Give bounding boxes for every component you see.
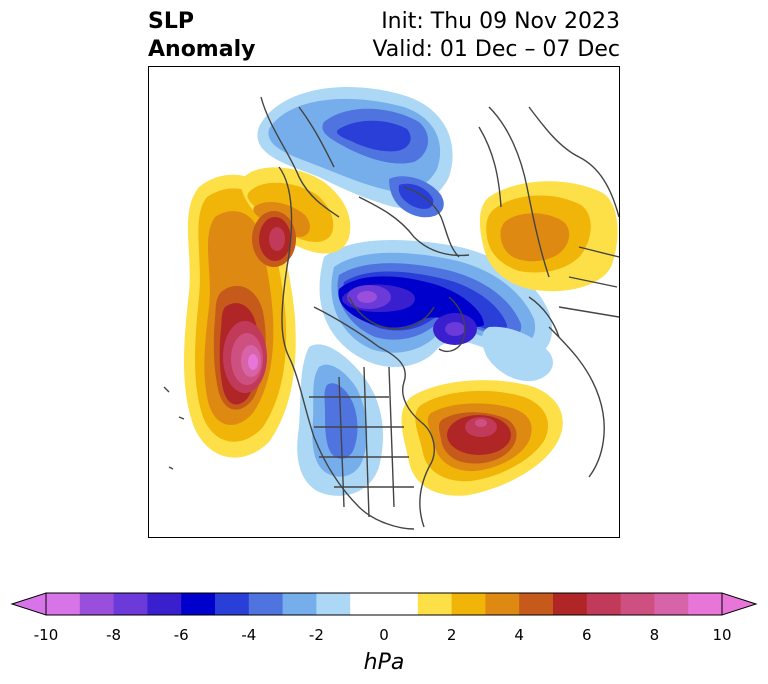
chart-title-right: Init: Thu 09 Nov 2023 Valid: 01 Dec – 07… [372, 8, 620, 64]
colorbar-tick-label: 8 [649, 626, 660, 644]
colorbar-tick-label: 10 [712, 626, 732, 644]
colorbar-tick-label: -4 [241, 626, 257, 644]
colorbar-segment [620, 593, 655, 615]
colorbar-segment [316, 593, 351, 615]
colorbar-segment [451, 593, 486, 615]
colorbar-tick-label: 4 [514, 626, 524, 644]
title-variable: SLP [148, 9, 194, 34]
low-anomaly-north-atlantic [257, 87, 453, 218]
colorbar-segment [46, 593, 81, 615]
title-init-date: Init: Thu 09 Nov 2023 [381, 9, 620, 34]
colorbar-segment [485, 593, 520, 615]
colorbar-segment [586, 593, 622, 615]
colorbar-tick-label: 6 [582, 626, 592, 644]
colorbar-segment [350, 593, 385, 615]
colorbar-units: hPa [363, 650, 405, 675]
colorbar-segment [384, 593, 419, 615]
colorbar-segment [519, 593, 554, 615]
colorbar-outline [45, 592, 723, 616]
colorbar-tick-label: -2 [308, 626, 324, 644]
colorbar-over-arrow [721, 592, 758, 616]
high-anomaly-alaska [241, 167, 351, 267]
colorbar-segment [113, 593, 148, 615]
map-panel [148, 66, 620, 538]
chart-title-left: SLP Anomaly [148, 8, 255, 64]
high-anomaly-europe [479, 181, 618, 292]
colorbar-tick-label: -10 [33, 626, 59, 644]
colorbar-segment [654, 593, 689, 615]
colorbar-segment [215, 593, 250, 615]
colorbar-segment [688, 593, 723, 615]
colorbar-segment [553, 593, 588, 615]
colorbar-scale [10, 592, 758, 616]
coastlines [163, 96, 619, 530]
colorbar-tick-label: 2 [446, 626, 457, 644]
colorbar: -10 -8 -6 -4 -2 0 2 4 6 8 10 hPa [0, 588, 768, 684]
colorbar-tick-label: -6 [173, 626, 189, 644]
high-anomaly-east-canada-atlantic [401, 380, 563, 496]
colorbar-tick-label: -8 [106, 626, 122, 644]
colorbar-segment [147, 593, 182, 615]
title-valid-range: Valid: 01 Dec – 07 Dec [372, 37, 620, 62]
colorbar-segment [79, 593, 115, 615]
colorbar-under-arrow [10, 592, 47, 616]
anomaly-map [149, 67, 619, 537]
colorbar-segment [417, 593, 453, 615]
title-anomaly: Anomaly [148, 37, 256, 62]
colorbar-segment [181, 593, 216, 615]
colorbar-tick-label: 0 [379, 626, 389, 644]
colorbar-segments [46, 593, 723, 615]
colorbar-segment [282, 593, 317, 615]
colorbar-segment [248, 593, 284, 615]
